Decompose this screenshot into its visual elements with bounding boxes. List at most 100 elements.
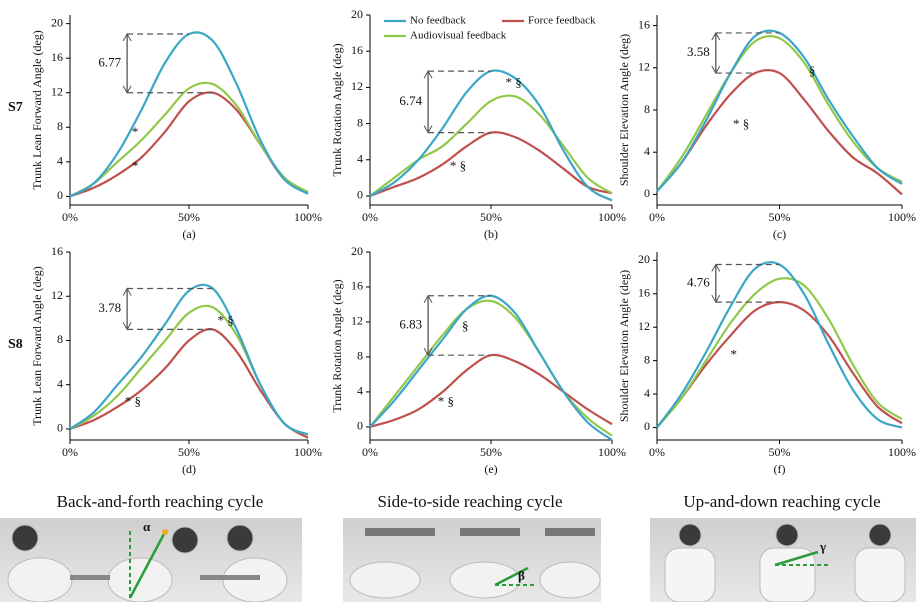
x-tick-label: 0% [649, 210, 665, 224]
line-series [70, 92, 308, 196]
y-tick-label: 12 [351, 314, 363, 328]
y-axis-label: Trunk Rotation Angle (deg) [330, 43, 344, 176]
x-tick-label: 0% [362, 445, 378, 459]
difference-label: 3.78 [98, 300, 121, 315]
x-tick-label: 50% [178, 445, 200, 459]
y-tick-label: 16 [351, 43, 363, 57]
y-tick-label: 8 [57, 119, 63, 133]
angle-label: β [518, 568, 525, 583]
difference-label: 6.77 [98, 54, 121, 69]
angle-label: γ [819, 539, 826, 554]
y-axis-label: Trunk Rotation Angle (deg) [330, 279, 344, 412]
y-tick-label: 0 [644, 186, 650, 200]
y-axis-label: Shoulder Elevation Angle (deg) [617, 34, 631, 186]
y-tick-label: 0 [57, 421, 63, 435]
y-tick-label: 20 [638, 252, 650, 266]
y-tick-label: 8 [644, 352, 650, 366]
significance-mark: § [809, 63, 816, 78]
x-tick-label: 0% [62, 445, 78, 459]
y-tick-label: 0 [357, 188, 363, 202]
difference-label: 4.76 [687, 274, 710, 289]
y-tick-label: 20 [351, 7, 363, 21]
y-tick-label: 12 [51, 288, 63, 302]
significance-mark: * § [125, 393, 141, 408]
y-axis-label: Shoulder Elevation Angle (deg) [617, 270, 631, 422]
y-tick-label: 12 [638, 60, 650, 74]
y-tick-label: 12 [638, 319, 650, 333]
y-tick-label: 0 [644, 419, 650, 433]
y-tick-label: 0 [357, 419, 363, 433]
caption: (b) [484, 227, 498, 241]
x-tick-label: 0% [62, 210, 78, 224]
difference-label: 3.58 [687, 44, 710, 59]
cycle-title: Up-and-down reaching cycle [683, 492, 880, 511]
y-tick-label: 4 [57, 376, 63, 390]
cycle-title: Back-and-forth reaching cycle [57, 492, 264, 511]
y-tick-label: 4 [644, 144, 650, 158]
caption: (f) [774, 462, 786, 476]
x-tick-label: 50% [769, 210, 791, 224]
y-tick-label: 16 [351, 279, 363, 293]
illustration: α β γ [0, 518, 916, 602]
significance-mark: * [132, 158, 139, 173]
y-tick-label: 16 [638, 17, 650, 31]
y-tick-label: 4 [357, 384, 363, 398]
x-tick-label: 50% [480, 445, 502, 459]
x-tick-label: 100% [598, 210, 626, 224]
y-tick-label: 8 [357, 349, 363, 363]
x-tick-label: 100% [294, 445, 322, 459]
x-tick-label: 100% [294, 210, 322, 224]
y-tick-label: 12 [351, 79, 363, 93]
significance-mark: * § [506, 74, 522, 89]
x-tick-label: 50% [178, 210, 200, 224]
line-series [370, 355, 612, 427]
line-series [657, 70, 902, 194]
caption: (e) [484, 462, 497, 476]
caption: (d) [182, 462, 196, 476]
y-tick-label: 8 [644, 102, 650, 116]
y-tick-label: 20 [351, 244, 363, 258]
y-tick-label: 4 [644, 386, 650, 400]
caption: (c) [773, 227, 786, 241]
x-tick-label: 100% [888, 210, 916, 224]
angle-label: α [143, 519, 151, 534]
legend-label: Audiovisual feedback [410, 30, 507, 42]
line-series [370, 70, 612, 200]
significance-mark: * § [218, 313, 234, 328]
difference-label: 6.74 [399, 93, 422, 108]
difference-label: 6.83 [399, 316, 422, 331]
row-label: S8 [8, 337, 23, 352]
line-series [657, 302, 902, 427]
cycle-title: Side-to-side reaching cycle [377, 492, 562, 511]
y-tick-label: 16 [638, 286, 650, 300]
x-tick-label: 0% [362, 210, 378, 224]
y-tick-label: 8 [57, 332, 63, 346]
y-tick-label: 4 [57, 154, 63, 168]
significance-mark: * § [438, 393, 454, 408]
line-series [370, 96, 612, 196]
significance-mark: * § [450, 158, 466, 173]
line-series [70, 83, 308, 197]
y-tick-label: 8 [357, 115, 363, 129]
x-tick-label: 50% [769, 445, 791, 459]
y-tick-label: 16 [51, 50, 63, 64]
x-tick-label: 0% [649, 445, 665, 459]
line-series [70, 329, 308, 438]
x-tick-label: 100% [598, 445, 626, 459]
significance-mark: * [132, 124, 139, 139]
row-label: S7 [8, 100, 23, 115]
legend-label: No feedback [410, 15, 466, 27]
significance-mark: * [731, 346, 738, 361]
line-series [657, 36, 902, 191]
legend-label: Force feedback [528, 15, 596, 27]
y-axis-label: Trunk Lean Forward Angle (deg) [30, 266, 44, 426]
y-tick-label: 20 [51, 15, 63, 29]
significance-mark: § [462, 318, 469, 333]
caption: (a) [182, 227, 195, 241]
y-axis-label: Trunk Lean Forward Angle (deg) [30, 30, 44, 190]
y-tick-label: 12 [51, 84, 63, 98]
x-tick-label: 100% [888, 445, 916, 459]
significance-mark: * § [733, 116, 749, 131]
y-tick-label: 4 [357, 152, 363, 166]
y-tick-label: 16 [51, 244, 63, 258]
